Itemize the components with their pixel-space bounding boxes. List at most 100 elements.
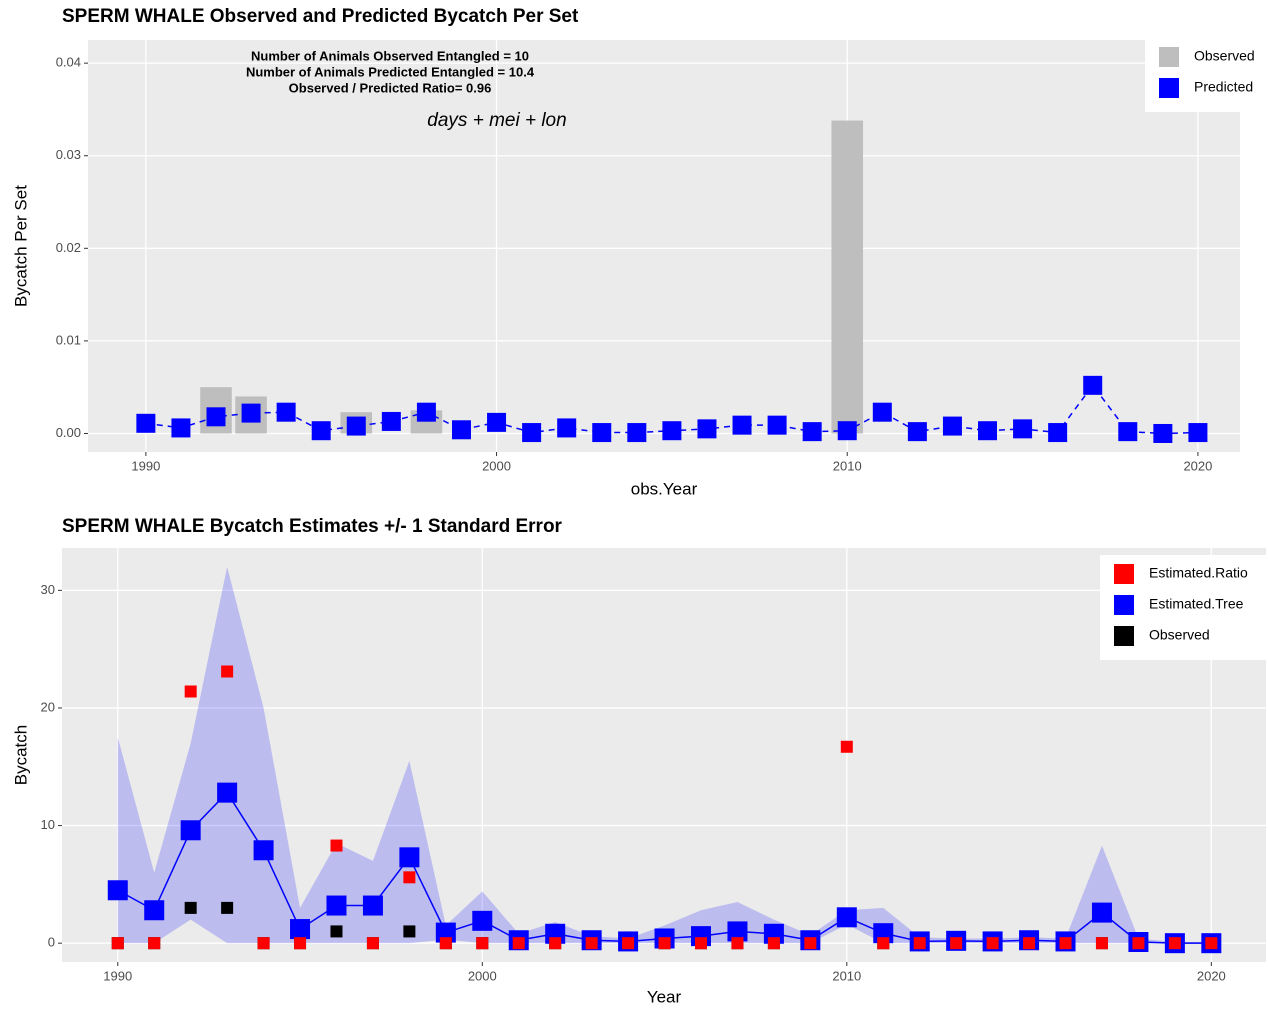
point: [1205, 937, 1218, 950]
point: [1023, 937, 1036, 950]
legend-label: Estimated.Tree: [1149, 596, 1244, 612]
x-tick-label: 2020: [1183, 458, 1212, 473]
y-tick-label: 30: [41, 582, 55, 597]
x-tick-label: 2010: [832, 968, 861, 983]
plot-background: [88, 40, 1240, 452]
legend-label: Observed: [1149, 627, 1210, 643]
point: [592, 423, 612, 443]
point: [942, 416, 962, 436]
point: [1118, 422, 1138, 442]
bar: [831, 120, 864, 434]
point: [840, 740, 853, 753]
point: [1059, 937, 1072, 950]
point: [767, 937, 780, 950]
point: [622, 937, 635, 950]
point: [362, 895, 383, 916]
point: [136, 413, 156, 433]
annotation: Observed / Predicted Ratio= 0.96: [289, 80, 492, 95]
plot-background: [62, 548, 1266, 962]
point: [1013, 419, 1033, 439]
y-axis-label: Bycatch: [11, 725, 30, 785]
x-tick-label: 1990: [131, 458, 160, 473]
point: [311, 421, 331, 441]
point: [732, 415, 752, 435]
x-tick-label: 2000: [482, 458, 511, 473]
point: [107, 880, 128, 901]
model-formula: days + mei + lon: [427, 110, 566, 131]
x-tick-label: 2020: [1197, 968, 1226, 983]
point: [1132, 937, 1145, 950]
point: [403, 871, 416, 884]
point: [1153, 423, 1173, 443]
point: [804, 937, 817, 950]
legend-label: Estimated.Ratio: [1149, 565, 1248, 581]
point: [731, 937, 744, 950]
point: [585, 937, 598, 950]
point: [403, 925, 416, 938]
point: [241, 403, 261, 423]
legend-key: [1114, 626, 1134, 646]
point: [727, 921, 748, 942]
point: [171, 418, 191, 438]
point: [1095, 937, 1108, 950]
y-tick-label: 0: [48, 935, 55, 950]
point: [907, 422, 927, 442]
point: [253, 840, 274, 861]
x-axis-label: Year: [647, 987, 682, 1006]
point: [399, 847, 420, 868]
y-tick-label: 0.04: [56, 55, 81, 70]
x-tick-label: 1990: [103, 968, 132, 983]
point: [217, 782, 238, 803]
point: [1091, 902, 1112, 923]
point: [1188, 423, 1208, 443]
point: [206, 407, 226, 427]
error-band: [117, 566, 1212, 944]
point: [330, 925, 343, 938]
point: [476, 937, 489, 950]
point: [877, 937, 890, 950]
annotation: Number of Animals Predicted Entangled = …: [246, 64, 535, 79]
y-tick-label: 0.02: [56, 240, 81, 255]
point: [294, 937, 307, 950]
point: [381, 411, 401, 431]
y-tick-label: 0.03: [56, 147, 81, 162]
point: [144, 900, 165, 921]
point: [330, 839, 343, 852]
point: [836, 907, 857, 928]
chart-title: SPERM WHALE Bycatch Estimates +/- 1 Stan…: [62, 516, 563, 537]
point: [802, 422, 822, 442]
point: [290, 919, 311, 940]
chart-title: SPERM WHALE Observed and Predicted Bycat…: [62, 6, 579, 27]
y-tick-label: 0.00: [56, 425, 81, 440]
point: [366, 937, 379, 950]
y-tick-label: 20: [41, 699, 55, 714]
point: [184, 685, 197, 698]
point: [451, 420, 471, 440]
point: [986, 937, 999, 950]
legend-key: [1114, 595, 1134, 615]
point: [767, 415, 787, 435]
point: [872, 402, 892, 422]
point: [487, 412, 507, 432]
point: [184, 901, 197, 914]
point: [221, 901, 234, 914]
point: [549, 937, 562, 950]
legend-label: Predicted: [1194, 79, 1253, 95]
point: [416, 402, 436, 422]
point: [662, 421, 682, 441]
point: [658, 937, 671, 950]
x-axis-label: obs.Year: [631, 479, 698, 498]
legend-key: [1159, 47, 1179, 67]
point: [346, 416, 366, 436]
point: [1048, 423, 1068, 443]
point: [950, 937, 963, 950]
x-tick-label: 2010: [833, 458, 862, 473]
point: [837, 421, 857, 441]
annotation: Number of Animals Observed Entangled = 1…: [251, 48, 529, 63]
y-tick-label: 0.01: [56, 332, 81, 347]
legend-key: [1114, 564, 1134, 584]
point: [978, 421, 998, 441]
point: [276, 402, 296, 422]
